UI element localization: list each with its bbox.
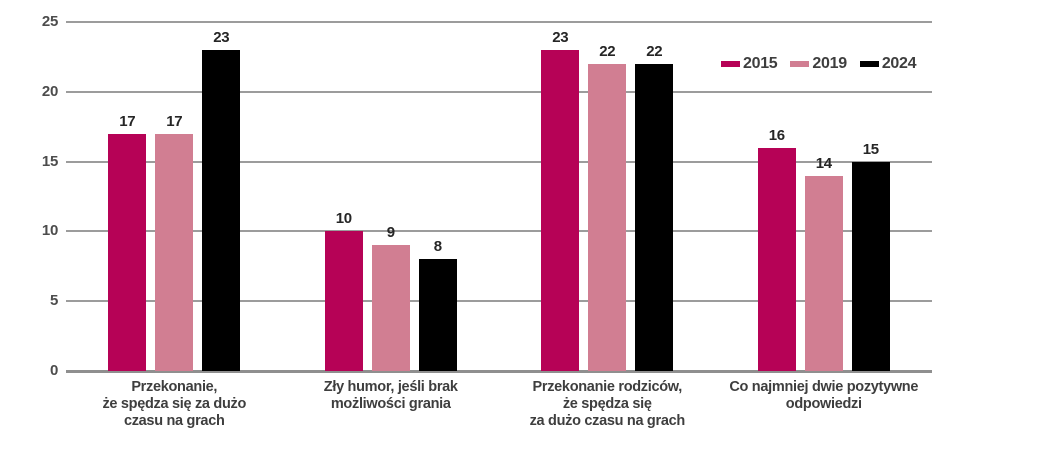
bar-2015-category-2 [324, 231, 363, 371]
legend-item-2024: 2024 [859, 55, 917, 72]
value-label: 10 [335, 210, 352, 228]
bar-2019-category-1 [155, 133, 194, 371]
bar-2024-category-1 [202, 49, 241, 371]
gridline [66, 230, 932, 233]
gridline [66, 21, 932, 23]
category-label: Co najmniej dwie pozytywne odpowiedzi [729, 379, 919, 412]
value-label: 9 [386, 224, 395, 242]
category-label: Zły humor, jeśli brak możliwości grania [323, 379, 458, 412]
bar-2019-category-4 [804, 175, 843, 371]
category-label: Przekonanie, że spędza się za dużo czasu… [102, 379, 247, 429]
chart-legend: 2015 2019 2024 [721, 55, 917, 72]
legend-swatch-icon [721, 61, 740, 67]
value-label: 23 [552, 28, 569, 46]
bar-2015-category-4 [757, 147, 796, 371]
value-label: 16 [768, 126, 785, 144]
legend-swatch-icon [859, 61, 879, 67]
legend-label: 2015 [743, 55, 778, 72]
value-label: 17 [166, 112, 183, 130]
value-label: 8 [433, 238, 442, 256]
bar-2024-category-4 [851, 161, 890, 371]
y-tick-label: 10 [41, 222, 58, 240]
y-tick-label: 0 [49, 362, 58, 379]
value-label: 22 [599, 42, 616, 60]
legend-label: 2024 [881, 55, 917, 72]
y-tick-label: 25 [41, 13, 58, 30]
legend-item-2019: 2019 [790, 55, 847, 72]
category-label: Przekonanie rodziców, że spędza się za d… [529, 379, 686, 429]
gridline [66, 160, 932, 163]
value-label: 17 [119, 112, 136, 130]
y-tick-label: 20 [41, 82, 58, 100]
bar-2024-category-2 [418, 259, 457, 371]
bar-2019-category-3 [588, 63, 627, 371]
x-axis-baseline [66, 370, 932, 373]
legend-item-2015: 2015 [721, 55, 778, 72]
value-label: 22 [646, 42, 663, 60]
value-label: 14 [815, 154, 832, 172]
bar-2024-category-3 [635, 63, 674, 371]
value-label: 15 [862, 140, 879, 158]
y-tick-label: 15 [41, 152, 58, 170]
bar-2019-category-2 [371, 245, 410, 371]
legend-label: 2019 [812, 55, 847, 72]
value-label: 23 [213, 28, 230, 46]
bar-2015-category-3 [541, 49, 580, 371]
bar-2015-category-1 [108, 133, 147, 371]
gridline [66, 300, 932, 303]
y-tick-label: 5 [49, 292, 58, 310]
gridline [66, 90, 932, 93]
legend-swatch-icon [790, 61, 810, 67]
